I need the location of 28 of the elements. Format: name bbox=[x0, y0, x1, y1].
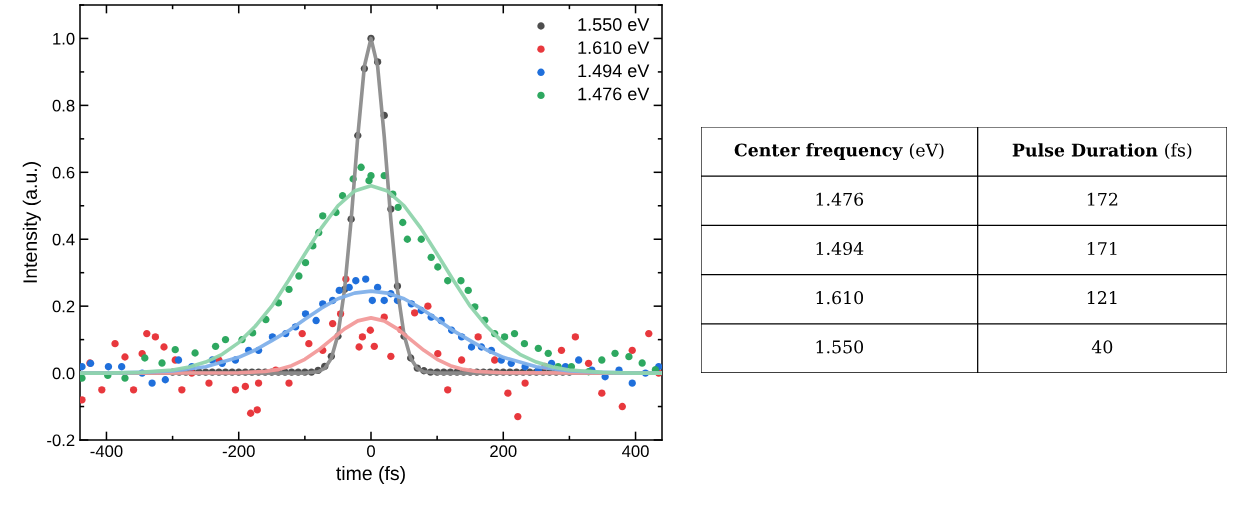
legend-label: 1.476 eV bbox=[578, 87, 650, 101]
y-tick-label: 1.0 bbox=[53, 32, 75, 45]
text: 1.610 bbox=[816, 291, 864, 305]
category-label: Center frequency (eV) bbox=[734, 143, 944, 161]
text: 1.550 bbox=[816, 340, 864, 354]
y-tick-label: 0.6 bbox=[52, 166, 75, 179]
y-tick-label: -0.2 bbox=[47, 434, 75, 447]
y-tick-label: 0.4 bbox=[52, 233, 75, 246]
legend-label: 1.550 eV bbox=[578, 18, 650, 31]
x-tick-label: 200 bbox=[490, 445, 517, 458]
x-axis-title: time (fs) bbox=[336, 465, 405, 485]
text: 1.476 bbox=[816, 192, 864, 206]
text: 40 bbox=[1091, 340, 1113, 354]
legend-label: 1.494 eV bbox=[578, 64, 650, 78]
legend-label: 1.610 eV bbox=[578, 41, 650, 55]
text: 1.494 bbox=[816, 241, 864, 256]
category-label: Pulse Duration (fs) bbox=[1012, 143, 1192, 160]
text: 172 bbox=[1087, 192, 1118, 206]
text: 121 bbox=[1087, 291, 1117, 304]
x-tick-label: -400 bbox=[90, 445, 123, 458]
x-tick-label: 0 bbox=[367, 445, 375, 458]
x-tick-label: -200 bbox=[222, 445, 255, 458]
y-tick-label: 0.0 bbox=[52, 367, 75, 380]
y-axis-title: Intensity (a.u.) bbox=[22, 162, 41, 283]
y-tick-label: 0.8 bbox=[52, 99, 75, 112]
x-tick-label: 400 bbox=[622, 445, 649, 458]
y-tick-label: 0.2 bbox=[52, 300, 75, 313]
text: 171 bbox=[1087, 241, 1117, 255]
